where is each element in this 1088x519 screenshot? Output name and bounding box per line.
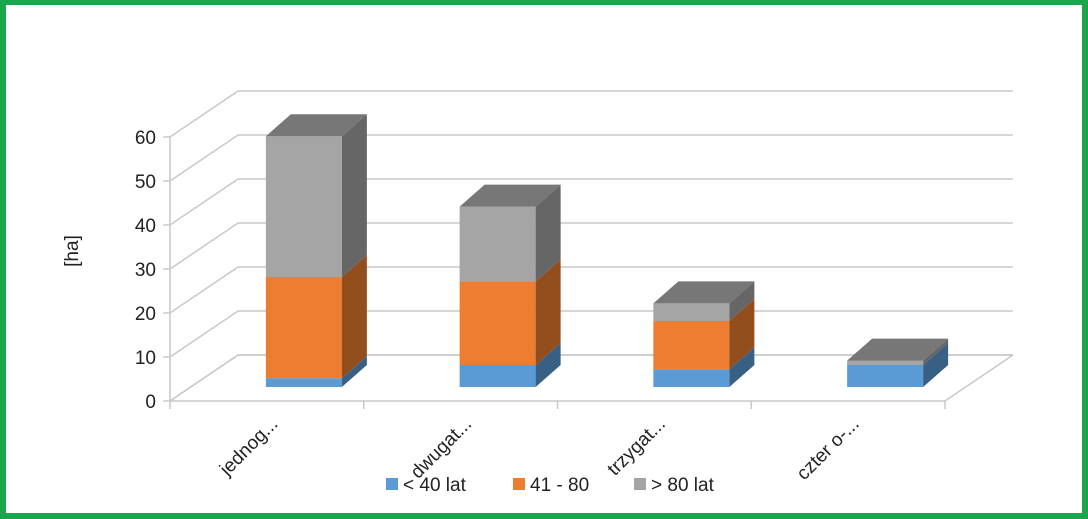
x-tick-label: jednog... — [215, 414, 282, 481]
bar-segment — [265, 356, 367, 387]
bar-front — [265, 277, 342, 379]
bar-top — [459, 184, 561, 207]
legend-label: < 40 lat — [403, 475, 467, 496]
bar-front — [459, 206, 536, 282]
bar-side — [341, 114, 367, 277]
legend-item: < 40 lat — [386, 475, 467, 496]
bar-side — [729, 281, 755, 321]
bar-top — [653, 281, 755, 304]
x-tick-label: czter o-... — [793, 414, 864, 485]
legend-item: 41 - 80 — [513, 475, 589, 496]
bar-front — [653, 321, 730, 370]
legend-swatch — [513, 478, 525, 490]
bar-segment — [653, 281, 755, 321]
gridline — [169, 134, 1013, 182]
bar-segment — [459, 184, 561, 282]
legend-label: > 80 lat — [651, 475, 715, 496]
bar-segment — [847, 338, 949, 365]
gridline — [169, 222, 1013, 270]
y-tick-label: 20 — [135, 304, 156, 325]
legend-item: > 80 lat — [634, 475, 715, 496]
y-tick-label: 0 — [145, 392, 156, 413]
y-tick-label: 60 — [135, 128, 156, 149]
gridline — [169, 310, 1013, 358]
floor-right-edge — [944, 354, 1014, 402]
bar-side — [341, 356, 367, 387]
bar-front — [653, 303, 730, 321]
bar-segment — [459, 343, 561, 387]
y-tick-label: 40 — [135, 216, 156, 237]
x-tick-label: dwugat... — [407, 414, 476, 483]
bar-side — [923, 343, 949, 387]
bar-front — [265, 136, 342, 277]
bar-top — [265, 114, 367, 137]
gridline — [169, 266, 1013, 314]
bar-side — [535, 184, 561, 282]
legend-swatch — [634, 478, 646, 490]
y-axis-label: [ha] — [62, 235, 83, 267]
bar-segment — [653, 299, 755, 370]
bars — [265, 114, 949, 387]
bar-side — [923, 338, 949, 365]
bar-segment — [459, 259, 561, 365]
y-tick-label: 30 — [135, 260, 156, 281]
legend-label: 41 - 80 — [530, 475, 589, 496]
bar-front — [459, 365, 536, 387]
bar-front — [265, 378, 342, 387]
gridline — [169, 354, 1013, 402]
legend: < 40 lat 41 - 80 > 80 lat — [386, 475, 715, 496]
legend-swatch — [386, 478, 398, 490]
y-axis-ticks: 0 10 20 30 40 50 60 — [135, 128, 156, 413]
gridline — [169, 90, 1013, 138]
bar-front — [459, 281, 536, 365]
bar-segment — [265, 114, 367, 277]
bar-front — [653, 369, 730, 387]
bar-front — [847, 360, 924, 365]
bar-side — [729, 347, 755, 387]
gridline — [169, 178, 1013, 226]
bar-side — [341, 255, 367, 379]
bar-side — [729, 299, 755, 370]
x-tick-label: trzygat... — [604, 414, 670, 480]
bar-front — [847, 365, 924, 387]
bar-segment — [847, 343, 949, 387]
y-tick-label: 10 — [135, 348, 156, 369]
x-axis-ticks: jednog... dwugat... trzygat... czter o-... — [215, 414, 863, 485]
y-tick-label: 50 — [135, 172, 156, 193]
bar-side — [535, 343, 561, 387]
bar-top — [847, 338, 949, 361]
bar-segment — [265, 255, 367, 379]
bar-side — [535, 259, 561, 365]
bar-segment — [653, 347, 755, 387]
gridlines — [163, 90, 1013, 402]
